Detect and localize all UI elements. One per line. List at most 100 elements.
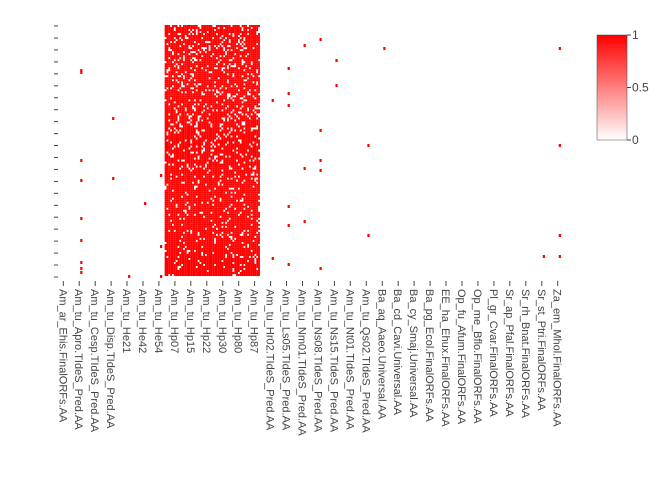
heatmap-cell	[210, 199, 213, 202]
heatmap-cell	[217, 201, 220, 204]
heatmap-cell	[208, 99, 211, 102]
heatmap-cell	[232, 145, 235, 148]
heatmap-cell	[225, 129, 227, 132]
heatmap-cell	[228, 207, 231, 210]
heatmap-cell	[175, 193, 178, 196]
heatmap-cell	[217, 133, 220, 136]
heatmap-cell	[254, 47, 257, 50]
heatmap-cell	[206, 219, 209, 222]
heatmap-cell	[168, 133, 171, 136]
heatmap-cell	[170, 139, 173, 142]
heatmap-cell	[232, 137, 235, 140]
heatmap-cell	[243, 219, 246, 222]
heatmap-cell	[188, 69, 191, 72]
heatmap-cell	[195, 95, 198, 98]
heatmap-cell	[214, 213, 216, 216]
heatmap-cell	[164, 199, 167, 202]
heatmap-cell	[204, 117, 207, 120]
heatmap-cell	[203, 239, 205, 242]
heatmap-cell	[182, 201, 185, 204]
heatmap-cell	[175, 243, 178, 246]
heatmap-cell	[203, 31, 205, 34]
heatmap-cell	[186, 245, 189, 248]
heatmap-cell	[184, 197, 187, 200]
heatmap-cell	[199, 43, 202, 46]
heatmap-cell	[248, 37, 251, 40]
heatmap-cell	[204, 55, 207, 58]
heatmap-cell	[201, 53, 204, 56]
heatmap-cell	[197, 33, 200, 36]
heatmap-cell	[223, 131, 226, 134]
heatmap-cell	[237, 151, 240, 154]
heatmap-cell	[243, 101, 246, 104]
heatmap-cell	[232, 83, 235, 86]
heatmap-cell	[217, 109, 220, 112]
heatmap-cell	[193, 197, 196, 200]
heatmap-cell	[256, 133, 259, 136]
heatmap-cell	[206, 135, 209, 138]
heatmap-cell	[258, 63, 260, 66]
heatmap-cell	[252, 93, 255, 96]
heatmap-cell	[225, 183, 227, 186]
heatmap-cell	[170, 157, 173, 160]
heatmap-cell	[181, 33, 184, 36]
heatmap-cell	[228, 57, 231, 60]
heatmap-cell	[171, 137, 174, 140]
heatmap-cell	[197, 129, 200, 132]
heatmap-cell	[243, 157, 246, 160]
heatmap-cell	[217, 79, 220, 82]
heatmap-cell	[208, 123, 211, 126]
heatmap-cell	[234, 39, 237, 42]
heatmap-cell	[164, 45, 167, 48]
heatmap-cell	[228, 189, 231, 192]
heatmap-cell	[192, 37, 195, 40]
heatmap-cell	[197, 99, 200, 102]
heatmap-cell	[212, 45, 215, 48]
heatmap-cell	[190, 179, 193, 182]
heatmap-cell	[171, 211, 174, 214]
heatmap-cell	[203, 189, 205, 192]
heatmap-cell	[164, 225, 167, 228]
heatmap-cell	[217, 177, 220, 180]
heatmap-cell	[236, 139, 238, 142]
heatmap-cell	[203, 243, 205, 246]
heatmap-cell	[258, 39, 260, 42]
heatmap-cell	[204, 173, 207, 176]
heatmap-cell	[232, 127, 235, 130]
heatmap-cell	[225, 187, 227, 190]
heatmap-cell	[192, 85, 195, 88]
heatmap-cell	[192, 77, 195, 80]
heatmap-cell	[193, 167, 196, 170]
heatmap-cell	[192, 39, 195, 42]
heatmap-cell	[203, 229, 205, 232]
heatmap-cell	[228, 173, 231, 176]
heatmap-cell	[217, 37, 220, 40]
heatmap-cell	[168, 85, 171, 88]
heatmap-cell	[214, 209, 216, 212]
heatmap-cell	[230, 169, 233, 172]
heatmap-cell	[239, 93, 242, 96]
heatmap-cell	[221, 79, 224, 82]
heatmap-cell	[250, 189, 253, 192]
heatmap-cell	[225, 177, 227, 180]
heatmap-cell	[184, 169, 187, 172]
heatmap-cell	[210, 191, 213, 194]
heatmap-cell	[230, 29, 233, 32]
heatmap-cell	[258, 181, 260, 184]
heatmap-cell	[186, 223, 189, 226]
heatmap-cell	[247, 27, 249, 30]
heatmap-cell	[252, 213, 255, 216]
heatmap-cell	[252, 193, 255, 196]
heatmap-cell	[188, 217, 191, 220]
heatmap-cell	[239, 69, 242, 72]
heatmap-cell	[181, 233, 184, 236]
heatmap-cell	[215, 217, 218, 220]
heatmap-cell	[241, 245, 244, 248]
heatmap-cell	[237, 207, 240, 210]
heatmap-cell	[230, 143, 233, 146]
heatmap-cell	[219, 163, 222, 166]
heatmap-cell	[199, 231, 202, 234]
heatmap-cell	[188, 157, 191, 160]
heatmap-cell	[256, 163, 259, 166]
heatmap-cell	[226, 43, 229, 46]
